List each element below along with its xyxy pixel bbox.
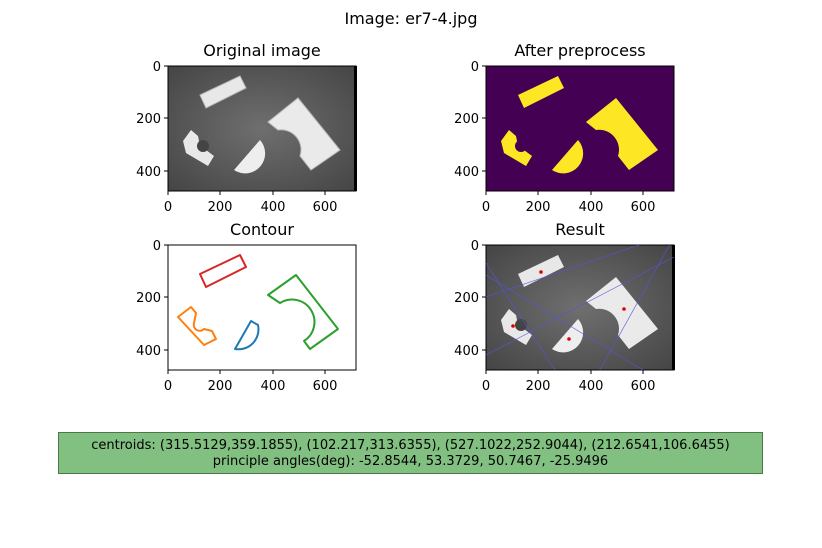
- angles-text: principle angles(deg): -52.8544, 53.3729…: [212, 454, 609, 469]
- y-tick-label: 200: [454, 291, 479, 306]
- x-tick-label: 0: [164, 200, 172, 215]
- panel-title-preprocess: After preprocess: [514, 41, 646, 60]
- x-tick-label: 200: [208, 200, 233, 215]
- contour-orange: [177, 306, 217, 346]
- y-tick-label: 0: [153, 239, 161, 254]
- y-tick-label: 400: [454, 165, 479, 180]
- x-tick-label: 0: [482, 379, 490, 394]
- figure-title: Image: er7-4.jpg: [344, 9, 478, 28]
- preprocess-panel: 0 200 400 600 0 200 400: [454, 60, 675, 215]
- x-tick-label: 600: [631, 379, 656, 394]
- centroid-markers: [511, 270, 626, 341]
- original-image-panel: 0 200 400 600 0 200 400: [136, 60, 357, 215]
- x-tick-label: 400: [261, 379, 286, 394]
- original-image-objects: [183, 75, 341, 174]
- contour-blue: [234, 320, 260, 351]
- contour-panel: 0 200 400 600 0 200 400: [136, 239, 357, 394]
- x-tick-label: 0: [164, 379, 172, 394]
- y-tick-label: 400: [136, 344, 161, 359]
- principal-axes: [486, 245, 674, 370]
- x-tick-label: 200: [208, 379, 233, 394]
- panel-title-result: Result: [555, 220, 605, 239]
- x-tick-label: 200: [526, 379, 551, 394]
- y-tick-label: 200: [136, 112, 161, 127]
- x-tick-label: 600: [313, 200, 338, 215]
- x-tick-label: 400: [579, 200, 604, 215]
- centroids-text: centroids: (315.5129,359.1855), (102.217…: [91, 438, 730, 453]
- y-tick-label: 0: [471, 60, 479, 75]
- y-tick-label: 400: [454, 344, 479, 359]
- x-tick-label: 600: [313, 379, 338, 394]
- result-panel: 0 200 400 600 0 200 400: [454, 239, 675, 394]
- x-tick-label: 400: [261, 200, 286, 215]
- results-info-box: centroids: (315.5129,359.1855), (102.217…: [58, 432, 763, 474]
- x-tick-label: 0: [482, 200, 490, 215]
- x-tick-label: 200: [526, 200, 551, 215]
- x-tick-label: 400: [579, 379, 604, 394]
- x-tick-label: 600: [631, 200, 656, 215]
- contour-green: [267, 274, 339, 350]
- y-tick-label: 0: [153, 60, 161, 75]
- contour-red: [199, 254, 247, 288]
- y-tick-label: 400: [136, 165, 161, 180]
- panel-title-original: Original image: [203, 41, 321, 60]
- y-tick-label: 200: [454, 112, 479, 127]
- y-tick-label: 200: [136, 291, 161, 306]
- y-tick-label: 0: [471, 239, 479, 254]
- panel-title-contour: Contour: [230, 220, 294, 239]
